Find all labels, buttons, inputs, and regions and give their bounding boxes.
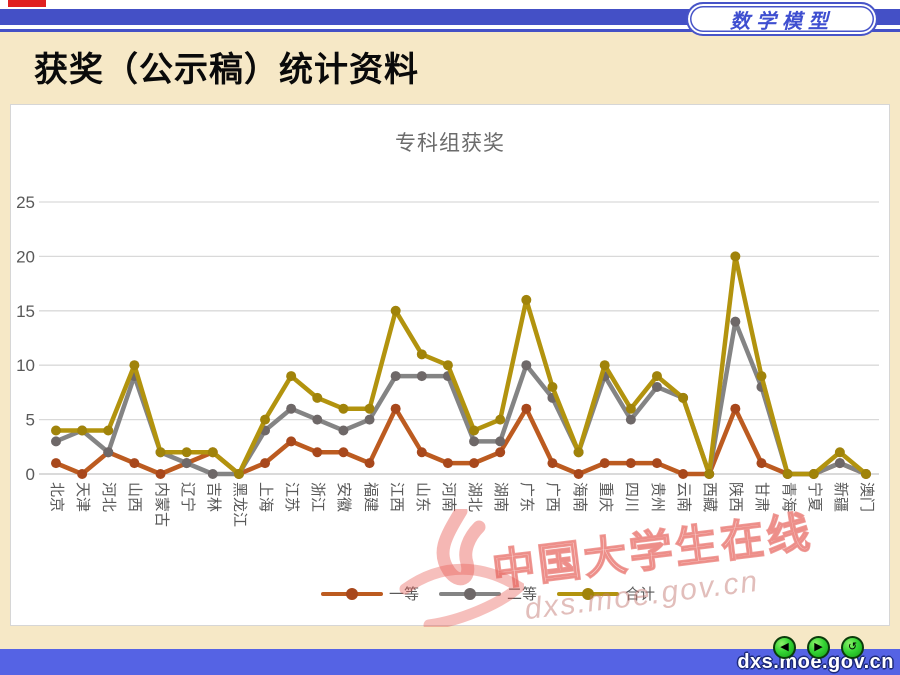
svg-text:25: 25 [16, 193, 35, 212]
x-axis-label: 湖南 [492, 482, 510, 513]
x-axis-label: 内蒙古 [152, 482, 170, 528]
legend-marker-icon [321, 585, 383, 603]
x-axis-label: 吉林 [204, 482, 222, 513]
x-axis-label: 湖北 [466, 482, 484, 513]
top-white-gap [0, 25, 900, 29]
x-axis-label: 浙江 [309, 482, 327, 513]
x-axis-label: 黑龙江 [230, 482, 248, 528]
x-axis-label: 西藏 [701, 482, 719, 513]
x-axis-label: 江苏 [283, 482, 301, 513]
x-axis-label: 北京 [48, 482, 65, 513]
x-axis-label: 福建 [361, 482, 379, 513]
top-white-strip [0, 0, 900, 9]
top-blue-bar [0, 9, 900, 25]
chart-title: 专科组获奖 [395, 132, 505, 155]
x-axis-label: 贵州 [648, 482, 666, 513]
back-arrow-icon: ◀ [780, 641, 789, 653]
legend-label: 二等 [507, 586, 538, 603]
svg-text:20: 20 [16, 247, 35, 266]
legend-label: 一等 [389, 586, 420, 603]
svg-text:0: 0 [26, 465, 35, 484]
x-axis-label: 新疆 [831, 482, 849, 513]
nav-forward-button[interactable]: ▶ [807, 636, 830, 659]
legend-item: 一等 [321, 583, 419, 604]
line-chart: 0 5 10 15 20 25 [16, 193, 879, 484]
x-axis-label: 广西 [544, 482, 562, 513]
top-left-red-mark [8, 0, 46, 7]
x-axis-label: 天津 [74, 482, 92, 513]
legend-marker-icon [557, 585, 620, 603]
legend-item: 二等 [439, 583, 537, 604]
nav-return-button[interactable]: ↺ [841, 636, 864, 659]
x-axis-label: 辽宁 [178, 482, 196, 513]
x-axis-label: 安徽 [335, 482, 353, 513]
x-axis-label: 宁夏 [805, 482, 823, 513]
chart-panel: 专科组获奖 0 5 10 15 20 25 北京 天津 河北 山西 内蒙古 辽宁 吉林 黑龙江 上海 江苏浙… [10, 104, 890, 627]
brand-badge: 数学模型 [686, 2, 878, 36]
top-blue-line [0, 29, 900, 32]
return-arrow-icon: ↺ [847, 641, 858, 653]
x-axis-label: 海南 [570, 482, 588, 513]
svg-text:5: 5 [26, 411, 35, 430]
forward-arrow-icon: ▶ [814, 641, 823, 653]
x-axis-label: 青海 [779, 482, 797, 513]
legend-label: 合计 [625, 586, 656, 603]
svg-text:10: 10 [16, 356, 35, 375]
chart-legend: 一等 二等 合计 [321, 583, 655, 604]
x-axis-label: 四川 [622, 482, 640, 513]
x-axis-label: 重庆 [596, 482, 614, 513]
x-axis-label: 陕西 [727, 482, 745, 513]
bottom-blue-bar [0, 649, 900, 675]
x-axis-label: 甘肃 [753, 482, 771, 513]
x-axis-label: 云南 [675, 482, 693, 513]
x-axis-label: 河南 [439, 482, 457, 513]
x-axis-label: 上海 [257, 482, 275, 513]
svg-text:15: 15 [16, 302, 35, 321]
x-axis-label: 广东 [518, 482, 536, 513]
x-axis-label: 澳门 [858, 482, 875, 513]
legend-marker-icon [439, 585, 502, 603]
x-axis-label: 山东 [413, 482, 431, 513]
nav-back-button[interactable]: ◀ [773, 636, 796, 659]
legend-item: 合计 [557, 583, 655, 604]
page-title: 获奖（公示稿）统计资料 [34, 51, 419, 89]
x-axis-label: 江西 [387, 482, 405, 513]
x-axis-label: 河北 [100, 482, 118, 513]
x-axis-label: 山西 [126, 482, 144, 513]
nav-buttons: ◀ ▶ ↺ [773, 636, 864, 659]
brand-badge-label: 数学模型 [730, 10, 834, 33]
